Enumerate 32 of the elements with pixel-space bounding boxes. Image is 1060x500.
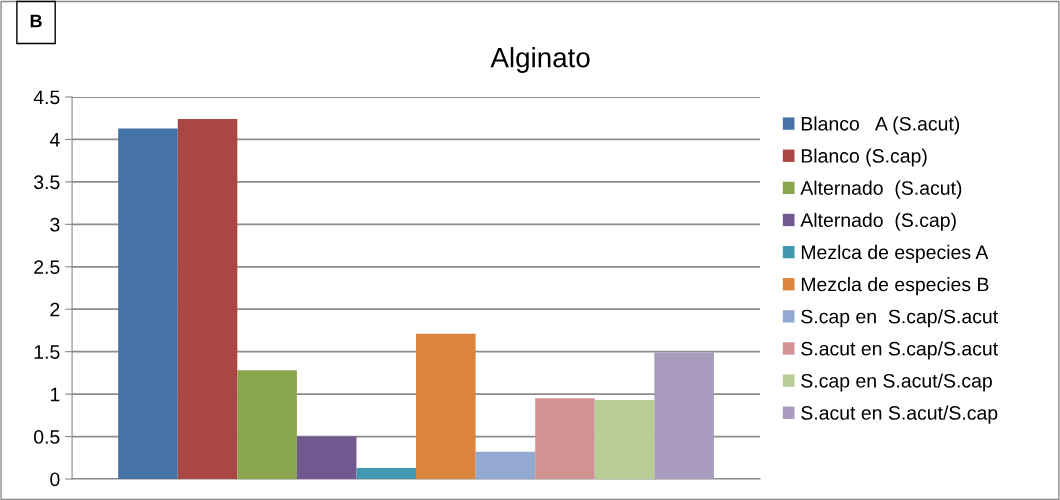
legend-label: Mezcla de especies B (801, 277, 989, 296)
y-tick-label: 4 (49, 133, 60, 147)
bar (654, 352, 714, 479)
y-tick-label: 2.5 (34, 260, 60, 275)
legend-label: S.acut en S.cap/S.acut (801, 341, 998, 360)
legend-label: S.cap en S.cap/S.acut (801, 309, 998, 328)
legend-label: Mezlca de especies A (801, 244, 989, 263)
chart-title: Alginato (490, 47, 590, 73)
y-tick-label: 0.5 (34, 430, 60, 444)
legend-label: Blanco A (S.acut) (801, 116, 960, 135)
legend-label: S.cap en S.acut/S.cap (801, 373, 992, 392)
y-tick-label: 0 (50, 472, 60, 487)
legend-label: Blanco (S.cap) (801, 148, 927, 167)
text: B (30, 14, 42, 28)
bar (356, 467, 417, 479)
legend-label: Alternado (S.cap) (800, 212, 956, 231)
y-tick-label: 2 (50, 302, 60, 317)
legend-label: Alternado (S.acut) (800, 180, 962, 199)
bar (237, 370, 297, 479)
bar (475, 451, 536, 479)
bar (535, 398, 595, 479)
bar (118, 128, 178, 479)
bar (177, 119, 238, 479)
bar (594, 400, 655, 479)
y-tick-label: 3 (50, 217, 60, 232)
y-tick-label: 1.5 (34, 345, 60, 359)
y-tick-label: 1 (50, 387, 60, 402)
y-tick-label: 4.5 (33, 90, 60, 105)
legend-label: S.acut en S.acut/S.cap (801, 405, 998, 424)
bar (296, 436, 357, 479)
bar (416, 333, 476, 479)
y-tick-label: 3.5 (33, 175, 60, 190)
